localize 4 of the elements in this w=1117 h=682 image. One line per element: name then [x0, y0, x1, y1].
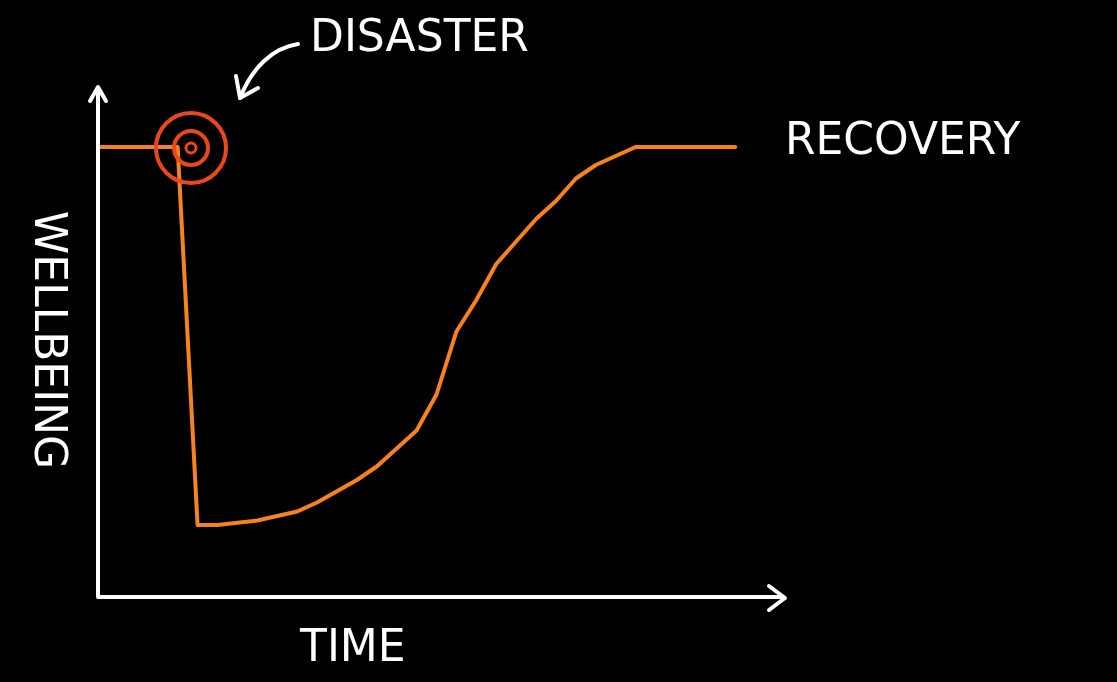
- text: DISASTER: [310, 10, 529, 62]
- y-axis-title: WELLBEING: [24, 210, 76, 470]
- x-axis-title: TIME: [300, 620, 406, 671]
- text: RECOVERY: [785, 113, 1021, 165]
